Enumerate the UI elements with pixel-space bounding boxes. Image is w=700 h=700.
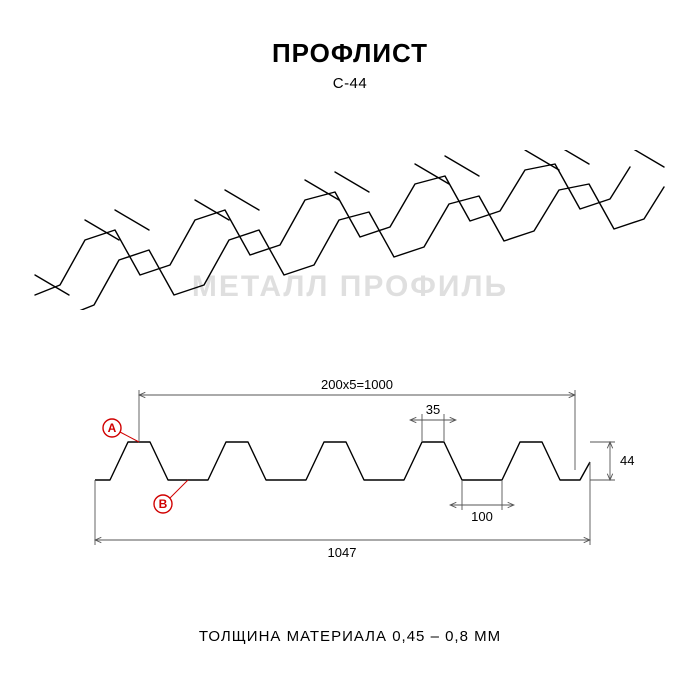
cross-section-drawing: 200x5=1000 35 44 100 1047 A B (50, 370, 650, 580)
footer-thickness: ТОЛЩИНА МАТЕРИАЛА 0,45 – 0,8 ММ (0, 628, 700, 645)
svg-text:A: A (108, 421, 117, 435)
dim-top-flat: 35 (426, 402, 440, 417)
dim-bottom-flat: 100 (471, 509, 493, 524)
dim-overall-width: 1047 (328, 545, 357, 560)
page-title: ПРОФЛИСТ (0, 38, 700, 69)
page-subtitle: С-44 (0, 75, 700, 92)
marker-b: B (154, 480, 188, 513)
title-block: ПРОФЛИСТ С-44 (0, 0, 700, 92)
dim-top-pitch: 200x5=1000 (321, 377, 393, 392)
svg-text:B: B (159, 497, 168, 511)
dim-height: 44 (620, 453, 634, 468)
marker-a: A (103, 419, 139, 442)
isometric-profile-drawing (30, 150, 670, 310)
